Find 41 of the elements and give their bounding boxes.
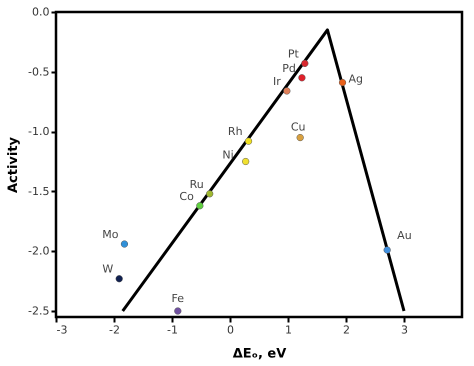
series-label: Ni [222, 148, 234, 162]
point [244, 138, 252, 145]
series-label: Ir [273, 74, 282, 88]
x-tick-label: -1 [167, 324, 178, 336]
point [196, 202, 204, 210]
y-tick-label: -1.0 [28, 125, 50, 138]
y-tick-label: 0.0 [32, 6, 50, 18]
series-label: Ru [190, 178, 204, 191]
y-tick-label: -1.5 [28, 184, 50, 198]
point [242, 158, 250, 166]
series-label: W [102, 262, 114, 276]
point [296, 134, 304, 142]
series-label: Pd [282, 62, 296, 75]
series-label: Pt [288, 47, 300, 60]
y-tick-label: -0.5 [28, 65, 50, 78]
point [298, 74, 306, 82]
x-tick-label: 3 [401, 324, 408, 336]
x-axis-title: ΔEₒ, eV [232, 346, 286, 362]
point [120, 240, 128, 248]
x-tick-label: 0 [227, 324, 234, 336]
point [116, 275, 123, 282]
series-label: Co [179, 190, 194, 203]
y-tick-label: -2.0 [28, 244, 50, 258]
series-label: Cu [290, 120, 306, 134]
point [301, 60, 308, 68]
point [174, 307, 182, 315]
y-axis-title: Activity [6, 136, 22, 194]
series-label: Ag [348, 72, 364, 86]
x-tick-label: 1 [285, 324, 292, 336]
x-tick-label: -3 [56, 324, 68, 336]
point [384, 246, 391, 254]
point [206, 190, 214, 198]
series-label: Mo [102, 228, 119, 242]
y-tick-label: -2.5 [28, 304, 50, 318]
x-tick-label: 2 [343, 324, 350, 336]
series-label: Fe [172, 292, 184, 306]
x-tick-label: -2 [109, 324, 120, 336]
point [283, 87, 290, 95]
point [338, 78, 346, 86]
series-label: Rh [228, 125, 243, 138]
series-label: Au [397, 229, 412, 242]
